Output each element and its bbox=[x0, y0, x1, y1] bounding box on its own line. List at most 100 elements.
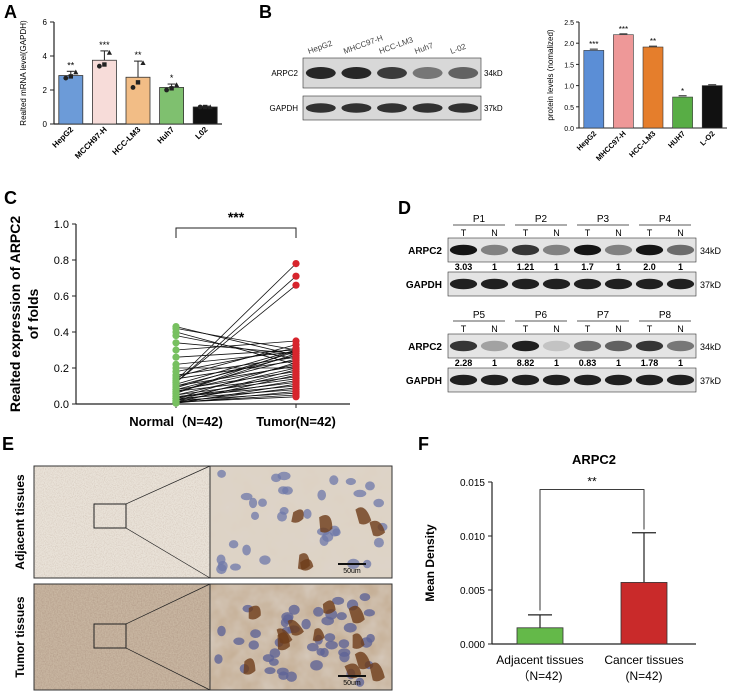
data-point bbox=[63, 75, 69, 81]
pair-line bbox=[175, 391, 297, 404]
x-tick-sublabel: （N=42) bbox=[517, 669, 562, 683]
panel-d-label: D bbox=[398, 198, 411, 218]
blot-band bbox=[412, 103, 443, 113]
blot-size-label: 37kD bbox=[484, 104, 503, 113]
data-point bbox=[102, 62, 107, 67]
tumor-point bbox=[292, 260, 300, 268]
quantification-value: 1 bbox=[492, 262, 497, 272]
tumor-point bbox=[292, 366, 300, 374]
panel-b-label: B bbox=[259, 2, 272, 22]
pair-line bbox=[175, 349, 297, 358]
nucleus bbox=[248, 640, 260, 650]
x-tick-label: Normal（N=42) bbox=[129, 414, 223, 429]
pair-line bbox=[175, 340, 297, 351]
panel-e-images: E 50um Adjacent tissues 50um Tumor tissues bbox=[2, 434, 393, 691]
lane-label: N bbox=[491, 324, 498, 334]
lane-label: T bbox=[523, 228, 529, 238]
pair-line bbox=[175, 367, 297, 396]
blot-band bbox=[573, 278, 602, 290]
nucleus bbox=[321, 616, 335, 626]
quantification-value: 1 bbox=[554, 358, 559, 368]
dab-stain bbox=[322, 600, 336, 614]
data-point bbox=[73, 69, 79, 75]
significance-mark: ** bbox=[134, 50, 142, 60]
nucleus bbox=[286, 671, 297, 682]
bar bbox=[58, 75, 84, 125]
pair-line bbox=[175, 369, 297, 401]
bar bbox=[516, 627, 564, 645]
panel-e-label: E bbox=[2, 434, 14, 454]
dab-stain bbox=[344, 663, 362, 679]
lane-label: T bbox=[461, 324, 467, 334]
significance-bracket bbox=[175, 227, 297, 238]
lane-label: T bbox=[585, 324, 591, 334]
lane-label: HCC-LM3 bbox=[378, 35, 415, 56]
lane-label: T bbox=[523, 324, 529, 334]
data-point bbox=[140, 60, 146, 65]
patient-label: P8 bbox=[659, 310, 672, 321]
pair-line bbox=[175, 326, 297, 356]
tumor-point bbox=[292, 272, 300, 280]
y-tick-label: 0 bbox=[43, 120, 48, 129]
pair-line bbox=[175, 383, 297, 404]
significance-mark: ** bbox=[67, 60, 75, 70]
y-tick-label: 2.5 bbox=[564, 20, 574, 27]
significance-mark: *** bbox=[619, 25, 628, 34]
pair-line bbox=[175, 351, 297, 365]
nucleus bbox=[317, 489, 327, 501]
blot-row-label: GAPDH bbox=[406, 280, 442, 291]
x-tick-label: HepG2 bbox=[575, 129, 598, 152]
quantification-value: 0.83 bbox=[579, 358, 597, 368]
significance-mark: * bbox=[170, 73, 174, 83]
nucleus bbox=[279, 507, 289, 515]
blot-band bbox=[449, 278, 478, 290]
bar bbox=[613, 34, 634, 129]
nucleus bbox=[373, 537, 384, 548]
blot-band bbox=[511, 244, 540, 256]
pair-line bbox=[175, 349, 297, 394]
y-axis-label-line2: of folds bbox=[25, 289, 41, 340]
zoom-region bbox=[93, 623, 127, 649]
zoom-line bbox=[125, 527, 211, 579]
y-tick-label: 2 bbox=[43, 86, 48, 95]
pair-line bbox=[175, 284, 297, 383]
zoom-line bbox=[125, 465, 211, 505]
y-axis-label: Realted expression of ARPC2 bbox=[7, 216, 23, 413]
quantification-value: 1.78 bbox=[641, 358, 659, 368]
nucleus bbox=[250, 511, 260, 520]
x-tick-label: L02 bbox=[193, 125, 210, 142]
blot-band bbox=[341, 67, 372, 79]
y-tick-label: 0.0 bbox=[54, 399, 69, 411]
panel-a-label: A bbox=[4, 2, 17, 22]
blot-size-label: 37kD bbox=[700, 280, 722, 290]
bar bbox=[642, 46, 664, 129]
blot-row-label: ARPC2 bbox=[271, 69, 298, 78]
lane-label: L-02 bbox=[449, 42, 468, 56]
nucleus bbox=[355, 677, 365, 687]
quantification-value: 3.03 bbox=[455, 262, 473, 272]
quantification-value: 1 bbox=[616, 262, 621, 272]
dab-stain bbox=[355, 507, 372, 525]
nucleus bbox=[329, 475, 339, 486]
blot-row-label: ARPC2 bbox=[408, 246, 442, 257]
blot-band bbox=[542, 340, 571, 352]
scale-bar-label: 50um bbox=[343, 680, 361, 687]
y-tick-label: 0.5 bbox=[564, 105, 574, 112]
panel-c-label: C bbox=[4, 188, 17, 208]
x-tick-label: MHCC97-H bbox=[594, 129, 628, 163]
tumor-point bbox=[292, 350, 300, 358]
quantification-value: 1 bbox=[678, 358, 683, 368]
blot-band bbox=[480, 374, 509, 386]
pair-line bbox=[175, 380, 297, 401]
nucleus bbox=[306, 642, 319, 652]
lane-label: N bbox=[491, 228, 498, 238]
data-point bbox=[164, 87, 170, 93]
nucleus bbox=[242, 544, 251, 556]
patient-label: P1 bbox=[473, 214, 486, 225]
blot-band bbox=[449, 340, 478, 352]
bar bbox=[192, 106, 218, 125]
y-tick-label: 0.010 bbox=[460, 532, 485, 543]
blot-size-label: 34kD bbox=[700, 246, 722, 256]
panel-b-blot: HepG2 MHCC97-H HCC-LM3 Huh7 L-02 ARPC2 34kD GAP… bbox=[255, 20, 530, 140]
